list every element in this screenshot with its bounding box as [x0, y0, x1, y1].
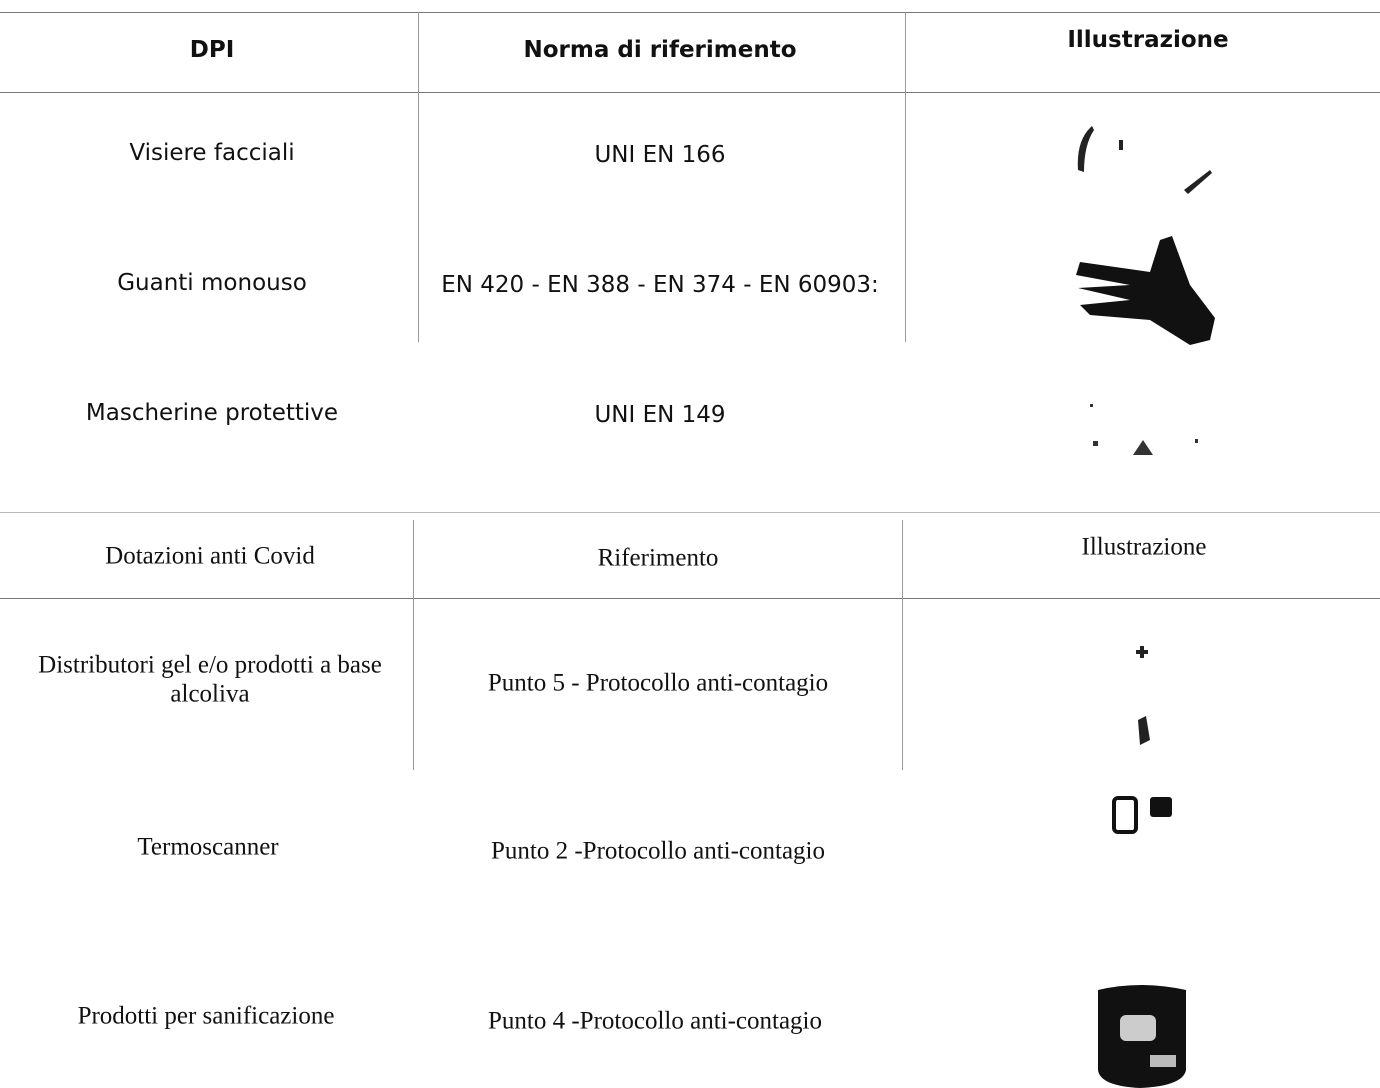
- cell: Mascherine protettive: [85, 399, 339, 426]
- header-cell: DPI: [189, 36, 235, 63]
- thermoscanner-image: [1112, 796, 1172, 834]
- sanitizer-image: [1098, 985, 1186, 1088]
- dispenser-image: [1136, 646, 1150, 745]
- cell: Punto 2 -Protocollo anti-contagio: [491, 837, 825, 865]
- cell: UNI EN 149: [594, 401, 726, 428]
- rule: [0, 512, 1380, 513]
- header-cell: Dotazioni anti Covid: [105, 542, 315, 570]
- rule: [905, 12, 906, 342]
- header-cell: Norma di riferimento: [523, 36, 797, 63]
- cell: Termoscanner: [137, 833, 279, 861]
- cell: Visiere facciali: [129, 139, 295, 166]
- rule: [902, 520, 903, 770]
- cell: Distributori gel e/o prodotti a base alc…: [38, 651, 382, 707]
- rule: [418, 12, 419, 342]
- cell: UNI EN 166: [594, 141, 726, 168]
- cell: Guanti monouso: [117, 269, 307, 296]
- cell: Punto 5 - Protocollo anti-contagio: [487, 669, 829, 697]
- rule: [413, 520, 414, 770]
- rule: [0, 12, 1380, 13]
- header-cell: Illustrazione: [1081, 533, 1207, 561]
- visor-image: [1077, 126, 1212, 194]
- cell: EN 420 - EN 388 - EN 374 - EN 60903:: [441, 271, 879, 298]
- rule: [0, 598, 1380, 599]
- glove-image: [1076, 236, 1215, 345]
- header-cell: Illustrazione: [1067, 26, 1229, 53]
- cell: Prodotti per sanificazione: [77, 1002, 335, 1030]
- mask-image: [1090, 404, 1198, 455]
- rule: [0, 92, 1380, 93]
- cell: Punto 4 -Protocollo anti-contagio: [488, 1007, 822, 1035]
- header-cell: Riferimento: [597, 544, 719, 572]
